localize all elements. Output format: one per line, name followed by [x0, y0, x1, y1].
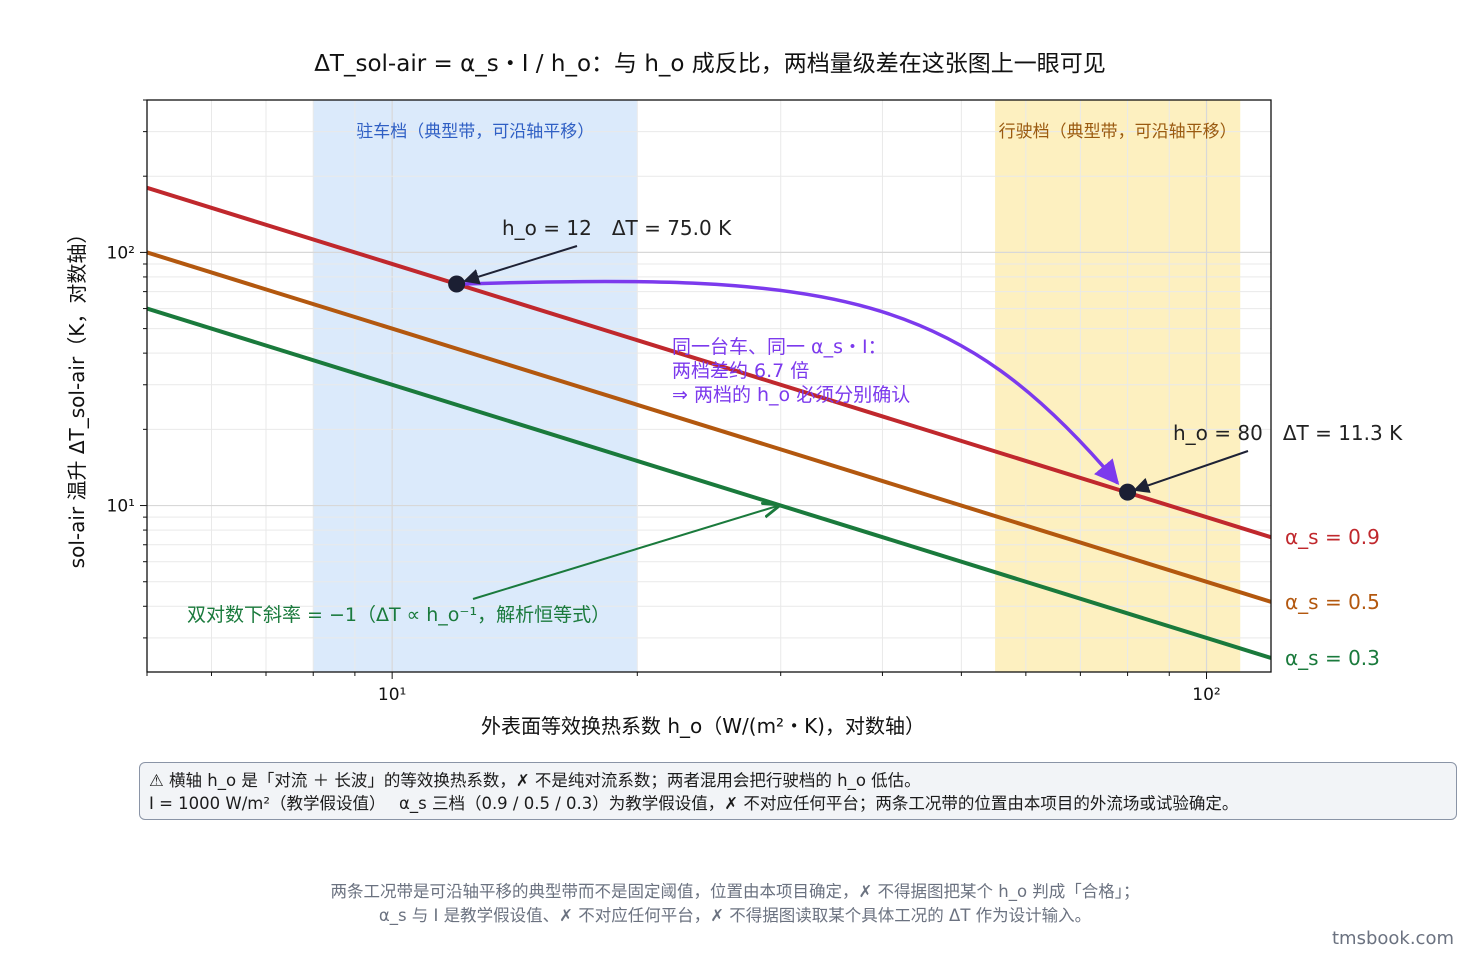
- series-line-1: [147, 250, 1271, 604]
- point-marker-0: [448, 275, 466, 293]
- series-line-2: [147, 306, 1271, 660]
- y-axis-label: sol-air 温升 ΔT_sol-air（K，对数轴）: [65, 224, 89, 569]
- ratio-text-line-0: 同一台车、同一 α_s・I：: [672, 336, 887, 358]
- ratio-text-line-2: ⇒ 两档的 h_o 必须分别确认: [672, 384, 910, 406]
- caveat-note-line-2: I = 1000 W/m²（教学假设值） α_s 三档（0.9 / 0.5 / …: [149, 794, 1239, 813]
- point-marker-1: [1119, 483, 1137, 501]
- brand-watermark: tmsbook.com: [1331, 928, 1454, 949]
- slope-label: 双对数下斜率 = −1（ΔT ∝ h_o⁻¹，解析恒等式）: [187, 604, 610, 626]
- series-label-0: α_s = 0.9: [1285, 525, 1380, 549]
- chart-title: ΔT_sol-air = α_s・I / h_o：与 h_o 成反比，两档量级差…: [314, 51, 1106, 77]
- y-tick-label: 10¹: [107, 497, 135, 517]
- caveat-note-box: ⚠ 横轴 h_o 是「对流 ＋ 长波」的等效换热系数，✗ 不是纯对流系数；两者混…: [139, 762, 1457, 820]
- chart: ΔT_sol-air = α_s・I / h_o：与 h_o 成反比，两档量级差…: [65, 51, 1403, 738]
- point-label-1: h_o = 80 ΔT = 11.3 K: [1173, 421, 1403, 445]
- series-line-0: [147, 185, 1271, 540]
- slope-arrow: [472, 506, 779, 600]
- footer-line-2: α_s 与 I 是教学假设值、✗ 不对应任何平台，✗ 不得据图读取某个具体工况的…: [378, 906, 1092, 925]
- caveat-note-line-1: ⚠ 横轴 h_o 是「对流 ＋ 长波」的等效换热系数，✗ 不是纯对流系数；两者混…: [149, 771, 921, 790]
- series-label-1: α_s = 0.5: [1285, 590, 1380, 614]
- band-0: [313, 100, 638, 672]
- plot-frame: [146, 99, 1272, 673]
- series-label-2: α_s = 0.3: [1285, 646, 1380, 670]
- point-arrow-1: [1133, 450, 1249, 493]
- band-label-0: 驻车档（典型带，可沿轴平移）: [356, 122, 594, 142]
- x-axis-label: 外表面等效换热系数 h_o（W/(m²・K)，对数轴）: [481, 714, 925, 738]
- band-label-1: 行驶档（典型带，可沿轴平移）: [999, 122, 1237, 142]
- y-tick-label: 10²: [107, 243, 135, 263]
- ratio-arrow: [462, 279, 1120, 485]
- x-tick-label: 10¹: [378, 685, 406, 705]
- point-arrow-0: [463, 245, 578, 285]
- footer-line-1: 两条工况带是可沿轴平移的典型带而不是固定阈值，位置由本项目确定，✗ 不得据图把某…: [330, 882, 1140, 901]
- point-label-0: h_o = 12 ΔT = 75.0 K: [502, 216, 732, 240]
- band-1: [995, 100, 1241, 672]
- ratio-text-line-1: 两档差约 6.7 倍: [672, 360, 809, 382]
- x-tick-label: 10²: [1192, 685, 1220, 705]
